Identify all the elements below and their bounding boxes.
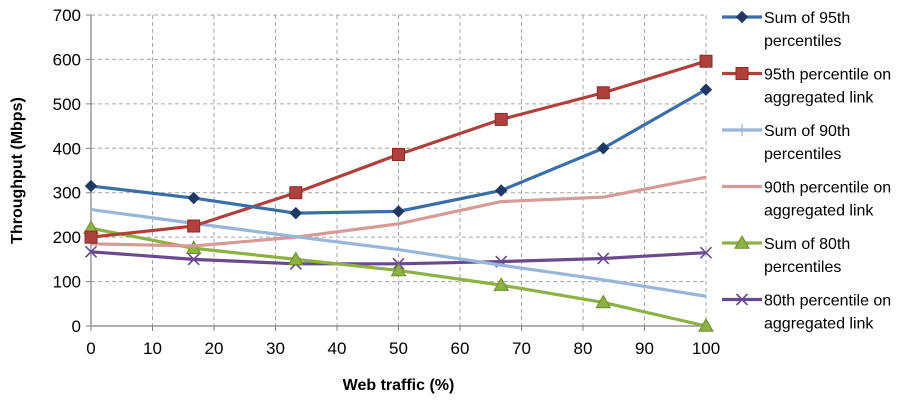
data-point <box>494 184 508 197</box>
series-2 <box>84 54 713 244</box>
y-tick-label: 700 <box>53 6 81 25</box>
legend-label: Sum of 80th percentiles <box>764 236 850 276</box>
y-tick-label: 100 <box>53 273 81 292</box>
data-point <box>699 54 713 68</box>
data-point <box>187 191 200 205</box>
legend-label: Sum of 95th percentiles <box>764 10 850 50</box>
x-tick-label: 10 <box>143 339 162 358</box>
data-point <box>187 219 201 233</box>
x-tick-label: 80 <box>574 339 593 358</box>
y-tick-labels: 0 100 200 300 400 500 600 700 <box>53 6 81 336</box>
data-point <box>596 86 610 100</box>
legend-entry-1: Sum of 95th percentiles <box>722 10 850 50</box>
x-tick-label: 50 <box>389 339 408 358</box>
data-point <box>597 142 610 155</box>
y-tick-label: 300 <box>53 184 81 203</box>
y-axis-title: Throughput (Mbps) <box>9 97 26 244</box>
data-point <box>84 245 98 258</box>
legend-label: 80th percentile on aggregated link <box>764 293 891 333</box>
series-1 <box>84 83 713 220</box>
x-tick-label: 0 <box>86 339 95 358</box>
data-point <box>392 148 405 162</box>
legend-entry-6: 80th percentile on aggregated link <box>722 293 891 333</box>
data-point <box>287 251 304 266</box>
x-tick-label: 70 <box>512 339 531 358</box>
series-layer <box>83 54 714 332</box>
legend-entry-2: 95th percentile on aggregated link <box>722 67 891 107</box>
x-tick-label: 60 <box>451 339 470 358</box>
x-tick-labels: 0 10 20 30 40 50 60 70 80 90 100 <box>86 339 720 358</box>
x-tick-label: 30 <box>266 339 285 358</box>
data-point <box>84 230 98 244</box>
data-point <box>698 317 714 332</box>
data-point <box>187 253 200 266</box>
data-point <box>493 277 510 291</box>
legend-marker <box>735 10 749 24</box>
data-point <box>289 206 303 220</box>
series-line <box>90 175 707 248</box>
legend-entry-5: Sum of 80th percentiles <box>722 234 850 276</box>
legend-marker <box>735 67 749 80</box>
data-point <box>494 112 508 126</box>
x-tick-label: 40 <box>328 339 347 358</box>
x-tick-label: 90 <box>635 339 654 358</box>
data-point <box>699 83 713 96</box>
series-5 <box>83 220 714 332</box>
y-tick-label: 600 <box>53 50 81 69</box>
legend: Sum of 95th percentiles 95th percentile on… <box>722 10 891 333</box>
data-point <box>597 252 610 265</box>
data-point <box>699 246 713 259</box>
y-tick-label: 200 <box>53 228 81 247</box>
x-tick-label: 100 <box>692 339 720 358</box>
legend-marker <box>734 234 750 249</box>
grid <box>91 14 707 326</box>
legend-entry-4: 90th percentile on aggregated link <box>722 180 891 220</box>
legend-label: Sum of 90th percentiles <box>764 123 850 163</box>
legend-entry-3: Sum of 90th percentiles <box>722 123 850 163</box>
x-tick-label: 20 <box>205 339 224 358</box>
data-point <box>595 294 612 309</box>
legend-label: 95th percentile on aggregated link <box>764 67 891 107</box>
y-tick-label: 500 <box>53 95 81 114</box>
y-tick-label: 400 <box>53 139 81 158</box>
data-point <box>289 186 303 200</box>
legend-marker <box>736 124 748 136</box>
y-tick-label: 0 <box>72 317 81 336</box>
axes <box>86 14 707 331</box>
x-axis-title: Web traffic (%) <box>343 377 455 394</box>
data-point <box>392 205 405 218</box>
data-point <box>390 262 407 277</box>
series-4 <box>90 175 707 248</box>
legend-label: 90th percentile on aggregated link <box>764 180 891 220</box>
data-point <box>84 179 98 193</box>
legend-marker <box>735 293 749 306</box>
